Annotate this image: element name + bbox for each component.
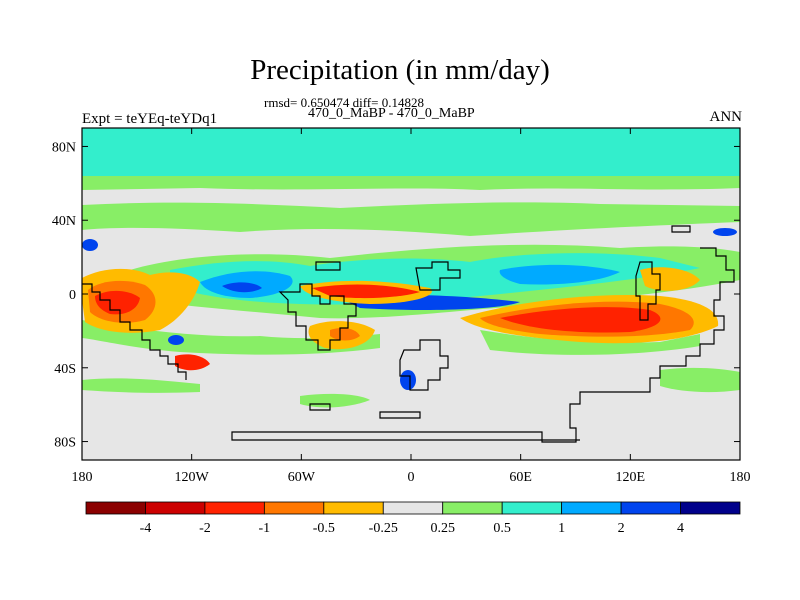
colorbar-swatch (382, 501, 444, 515)
colorbar-swatch (85, 501, 146, 515)
field-blue-spot-ne (713, 228, 737, 236)
chart-subtitle: rmsd= 0.650474 diff= 0.14828 (264, 95, 424, 110)
x-tick-label: 180 (72, 470, 93, 485)
coastline-small-island-n (315, 261, 341, 271)
field-dry-west-core (95, 290, 140, 315)
field-dry-central-core (312, 284, 420, 299)
colorbar-label: -2 (199, 521, 211, 536)
colorbar-label: -0.5 (313, 521, 335, 536)
colorbar-label: 1 (558, 521, 565, 536)
field-dry-east-north (640, 267, 700, 291)
field-dry-east-core (500, 307, 661, 333)
colorbar: -4 -2 -1 -0.5 -0.25 0.25 0.5 1 2 4 (85, 501, 741, 536)
field-dry-spot-sw (175, 354, 210, 371)
chart-case-label: 470_0_MaBP - 470_0_MaBP (308, 106, 475, 121)
y-tick-label: 0 (69, 288, 76, 303)
colorbar-swatch (145, 501, 206, 515)
colorbar-swatch (501, 501, 563, 515)
field-dark-blue-spot (222, 282, 262, 293)
coastline-central-continent (278, 283, 357, 351)
y-tick-label: 40S (54, 362, 76, 377)
colorbar-swatch (442, 501, 503, 515)
coastline-east-peninsula (635, 261, 661, 321)
field-blue-spot-sw (168, 335, 184, 345)
field-blue-patch-indian (499, 264, 620, 285)
coastline-southern-continent (231, 247, 735, 443)
colorbar-label: 0.5 (493, 521, 511, 536)
y-tick-label: 40N (52, 214, 76, 229)
x-tick-label: 0 (408, 470, 415, 485)
x-tick-label: 180 (730, 470, 751, 485)
field-dry-sa-south-core (330, 328, 360, 341)
colorbar-swatch (263, 501, 325, 515)
colorbar-label: 0.25 (430, 521, 455, 536)
colorbar-swatch (680, 501, 741, 515)
field-midlat-green-band (82, 202, 740, 236)
x-tick-label: 60E (509, 470, 532, 485)
y-tick-label: 80S (54, 436, 76, 451)
x-tick-label: 120E (616, 470, 646, 485)
colorbar-label: 4 (677, 521, 684, 536)
coastline-south-island (399, 339, 449, 391)
colorbar-swatch (620, 501, 681, 515)
continent-outlines (82, 225, 735, 443)
colorbar-swatch (204, 501, 265, 515)
colorbar-swatch (323, 501, 384, 515)
colorbar-label: -0.25 (369, 521, 398, 536)
y-tick-label: 80N (52, 140, 76, 155)
field-green-patch-sw (82, 378, 200, 393)
coastline-small-island-ne (671, 225, 691, 233)
experiment-label: Expt = teYEq-teYDq1 (82, 111, 218, 127)
coastline-small-island-sw (309, 403, 331, 411)
coastline-north-island (415, 261, 461, 291)
field-green-patch-se (660, 367, 740, 393)
x-tick-label: 120W (175, 470, 210, 485)
field-southern-green (82, 320, 380, 355)
field-north-green-band (82, 176, 740, 190)
coastline-west (82, 283, 187, 380)
colorbar-label: -1 (259, 521, 271, 536)
chart-title: Precipitation (in mm/day) (250, 54, 550, 86)
field-blue-spot-south (400, 370, 416, 390)
x-tick-label: 60W (288, 470, 316, 485)
field-arctic-band (82, 128, 740, 176)
coastline-small-island-s (379, 411, 421, 419)
season-label: ANN (709, 109, 743, 125)
axis-ticks: 180 120W 60W 0 60E 120E 180 80N 40N 0 40S 80S (52, 128, 751, 485)
precip-field (82, 128, 740, 460)
colorbar-swatch (561, 501, 622, 515)
colorbar-label: -4 (140, 521, 152, 536)
field-blue-spot-nw (82, 239, 98, 251)
colorbar-label: 2 (618, 521, 625, 536)
